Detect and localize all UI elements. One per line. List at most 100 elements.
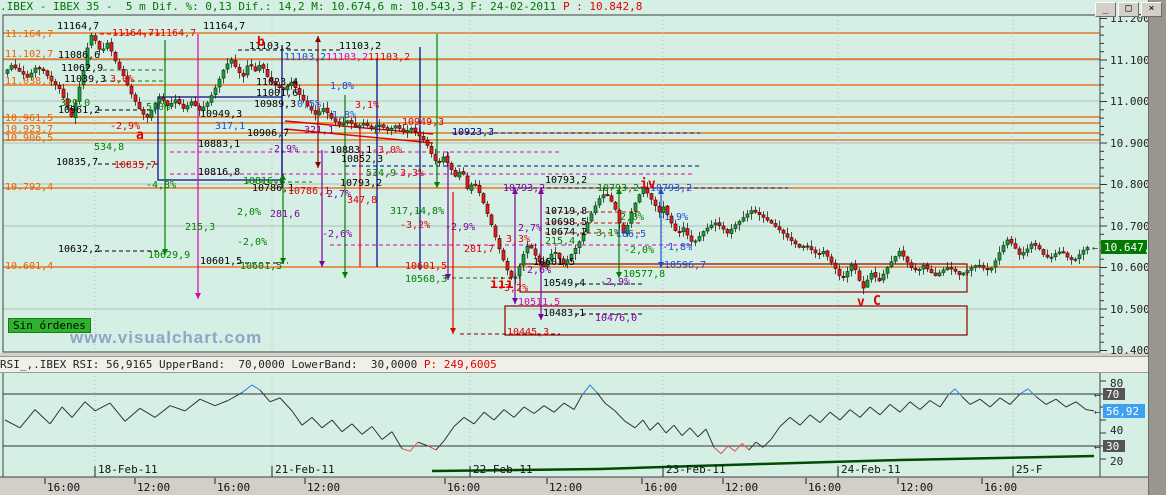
svg-text:25-F: 25-F bbox=[1016, 463, 1043, 476]
svg-text:534,9: 534,9 bbox=[366, 168, 396, 179]
rsi-p-value: P: 249,6005 bbox=[423, 358, 497, 371]
symbol-stats: Dif. %: 0,13 Dif.: 14,2 M: 10.674,6 m: 1… bbox=[152, 0, 563, 13]
svg-text:80: 80 bbox=[1110, 377, 1123, 390]
svg-text:10.601,4: 10.601,4 bbox=[5, 261, 53, 272]
svg-text:30: 30 bbox=[1106, 440, 1119, 453]
svg-text:b: b bbox=[257, 35, 265, 50]
svg-text:10793,2: 10793,2 bbox=[340, 178, 382, 189]
svg-text:10923,3: 10923,3 bbox=[452, 127, 494, 138]
svg-text:2,0%: 2,0% bbox=[237, 207, 261, 218]
symbol-title: .IBEX - IBEX 35 - 5 m bbox=[0, 0, 153, 13]
svg-text:10549,4: 10549,4 bbox=[543, 278, 585, 289]
svg-text:11103,2: 11103,2 bbox=[368, 52, 410, 63]
svg-text:iii: iii bbox=[490, 277, 514, 292]
svg-text:1,8%: 1,8% bbox=[330, 81, 354, 92]
svg-text:215,4: 215,4 bbox=[545, 236, 575, 247]
close-button[interactable]: × bbox=[1141, 2, 1162, 17]
svg-text:-4,8%: -4,8% bbox=[414, 206, 444, 217]
svg-text:-2,0%: -2,0% bbox=[624, 245, 654, 256]
svg-text:11.038,7: 11.038,7 bbox=[5, 76, 53, 87]
svg-text:10719,8: 10719,8 bbox=[545, 206, 587, 217]
rsi-header-values: RSI_,.IBEX RSI: 56,9165 UpperBand: 70,00… bbox=[0, 358, 424, 371]
maximize-button[interactable]: □ bbox=[1118, 2, 1139, 17]
svg-text:10.400: 10.400 bbox=[1110, 344, 1150, 357]
svg-text:10961,2: 10961,2 bbox=[58, 105, 100, 116]
svg-text:2,7%: 2,7% bbox=[327, 189, 351, 200]
svg-text:11023,4: 11023,4 bbox=[256, 77, 298, 88]
svg-text:11039,3: 11039,3 bbox=[64, 74, 106, 85]
svg-text:-4,8%: -4,8% bbox=[146, 180, 176, 191]
svg-text:10.647,6: 10.647,6 bbox=[1104, 241, 1157, 254]
svg-text:70: 70 bbox=[1106, 388, 1119, 401]
rsi-axis[interactable]: 80 40 20 70 ← 30 ← 56,92 ← bbox=[1094, 377, 1145, 468]
svg-text:10835,7: 10835,7 bbox=[114, 160, 156, 171]
svg-text:10949,3: 10949,3 bbox=[402, 117, 444, 128]
svg-text:10601,5: 10601,5 bbox=[405, 261, 447, 272]
last-price-text: P : 10.842,8 bbox=[562, 0, 643, 13]
svg-text:-2,9%: -2,9% bbox=[600, 277, 630, 288]
svg-text:3,1%: 3,1% bbox=[596, 228, 620, 239]
svg-text:10476,0: 10476,0 bbox=[595, 313, 637, 324]
svg-text:11103,2: 11103,2 bbox=[339, 41, 381, 52]
svg-text:10793,2: 10793,2 bbox=[545, 175, 587, 186]
svg-text:3,3%: 3,3% bbox=[506, 234, 530, 245]
svg-text:v: v bbox=[857, 295, 865, 310]
svg-text:10445,3: 10445,3 bbox=[507, 327, 549, 338]
last-price-badge bbox=[1101, 240, 1147, 254]
svg-text:-2,0%: -2,0% bbox=[237, 237, 267, 248]
svg-text:0,5%: 0,5% bbox=[297, 99, 321, 110]
svg-text:10601,5: 10601,5 bbox=[533, 257, 575, 268]
watermark: www.visualchart.com bbox=[70, 328, 263, 347]
svg-text:10883,1: 10883,1 bbox=[330, 145, 372, 156]
svg-text:317,1: 317,1 bbox=[390, 206, 420, 217]
svg-text:10786,1: 10786,1 bbox=[252, 183, 294, 194]
svg-text:-3,0%: -3,0% bbox=[372, 145, 402, 156]
svg-text:12:00: 12:00 bbox=[900, 481, 933, 494]
svg-text:10568,3: 10568,3 bbox=[405, 274, 447, 285]
svg-text:3,1%: 3,1% bbox=[355, 100, 379, 111]
svg-text:10577,8: 10577,8 bbox=[623, 269, 665, 280]
svg-text:←: ← bbox=[1092, 243, 1098, 254]
rsi-header: RSI_,.IBEX RSI: 56,9165 UpperBand: 70,00… bbox=[0, 356, 1148, 373]
svg-text:11164,7: 11164,7 bbox=[154, 28, 196, 39]
time-axis[interactable]: 16:00 12:00 16:00 12:00 16:00 12:00 16:00 12:00… bbox=[0, 463, 1148, 494]
svg-text:10596,7: 10596,7 bbox=[664, 260, 706, 271]
svg-text:321,1: 321,1 bbox=[304, 125, 334, 136]
svg-text:-3,2%: -3,2% bbox=[498, 283, 528, 294]
svg-text:2,7%: 2,7% bbox=[518, 223, 542, 234]
svg-text:215,3: 215,3 bbox=[185, 222, 215, 233]
svg-text:10.500: 10.500 bbox=[1110, 303, 1150, 316]
rsi-last-value-badge bbox=[1103, 404, 1145, 418]
svg-text:10.700: 10.700 bbox=[1110, 220, 1150, 233]
main-chart-plot[interactable] bbox=[2, 14, 1101, 353]
svg-text:10852,3: 10852,3 bbox=[341, 154, 383, 165]
svg-text:10816,8: 10816,8 bbox=[243, 176, 285, 187]
svg-text:11.102,7: 11.102,7 bbox=[5, 49, 53, 60]
rsi-panel[interactable] bbox=[2, 371, 1101, 478]
svg-text:10.800: 10.800 bbox=[1110, 178, 1150, 191]
svg-text:11103,2: 11103,2 bbox=[284, 52, 326, 63]
svg-text:186,5: 186,5 bbox=[616, 229, 646, 240]
svg-text:16:00: 16:00 bbox=[447, 481, 480, 494]
minimize-button[interactable]: _ bbox=[1095, 2, 1116, 17]
svg-text:11.100: 11.100 bbox=[1110, 54, 1150, 67]
svg-text:3,0%: 3,0% bbox=[110, 74, 134, 85]
candlesticks bbox=[5, 32, 1090, 295]
svg-text:23-Feb-11: 23-Feb-11 bbox=[666, 463, 726, 476]
svg-text:10632,2: 10632,2 bbox=[58, 244, 100, 255]
svg-text:10674,2: 10674,2 bbox=[545, 227, 587, 238]
svg-text:3,3%: 3,3% bbox=[400, 168, 424, 179]
svg-text:-1,8%: -1,8% bbox=[662, 242, 692, 253]
svg-text:10.900: 10.900 bbox=[1110, 137, 1150, 150]
svg-text:-2,6%: -2,6% bbox=[521, 265, 551, 276]
svg-text:10883,1: 10883,1 bbox=[198, 139, 240, 150]
svg-text:11103,2: 11103,2 bbox=[326, 52, 368, 63]
price-axis[interactable]: 11.20011.10011.00010.90010.80010.70010.6… bbox=[1092, 12, 1157, 357]
svg-text:11086,6: 11086,6 bbox=[58, 50, 100, 61]
scrollbar-strip[interactable] bbox=[1148, 0, 1166, 495]
svg-text:10698,5: 10698,5 bbox=[545, 217, 587, 228]
svg-text:11062,9: 11062,9 bbox=[61, 63, 103, 74]
svg-text:11164,7: 11164,7 bbox=[112, 28, 154, 39]
